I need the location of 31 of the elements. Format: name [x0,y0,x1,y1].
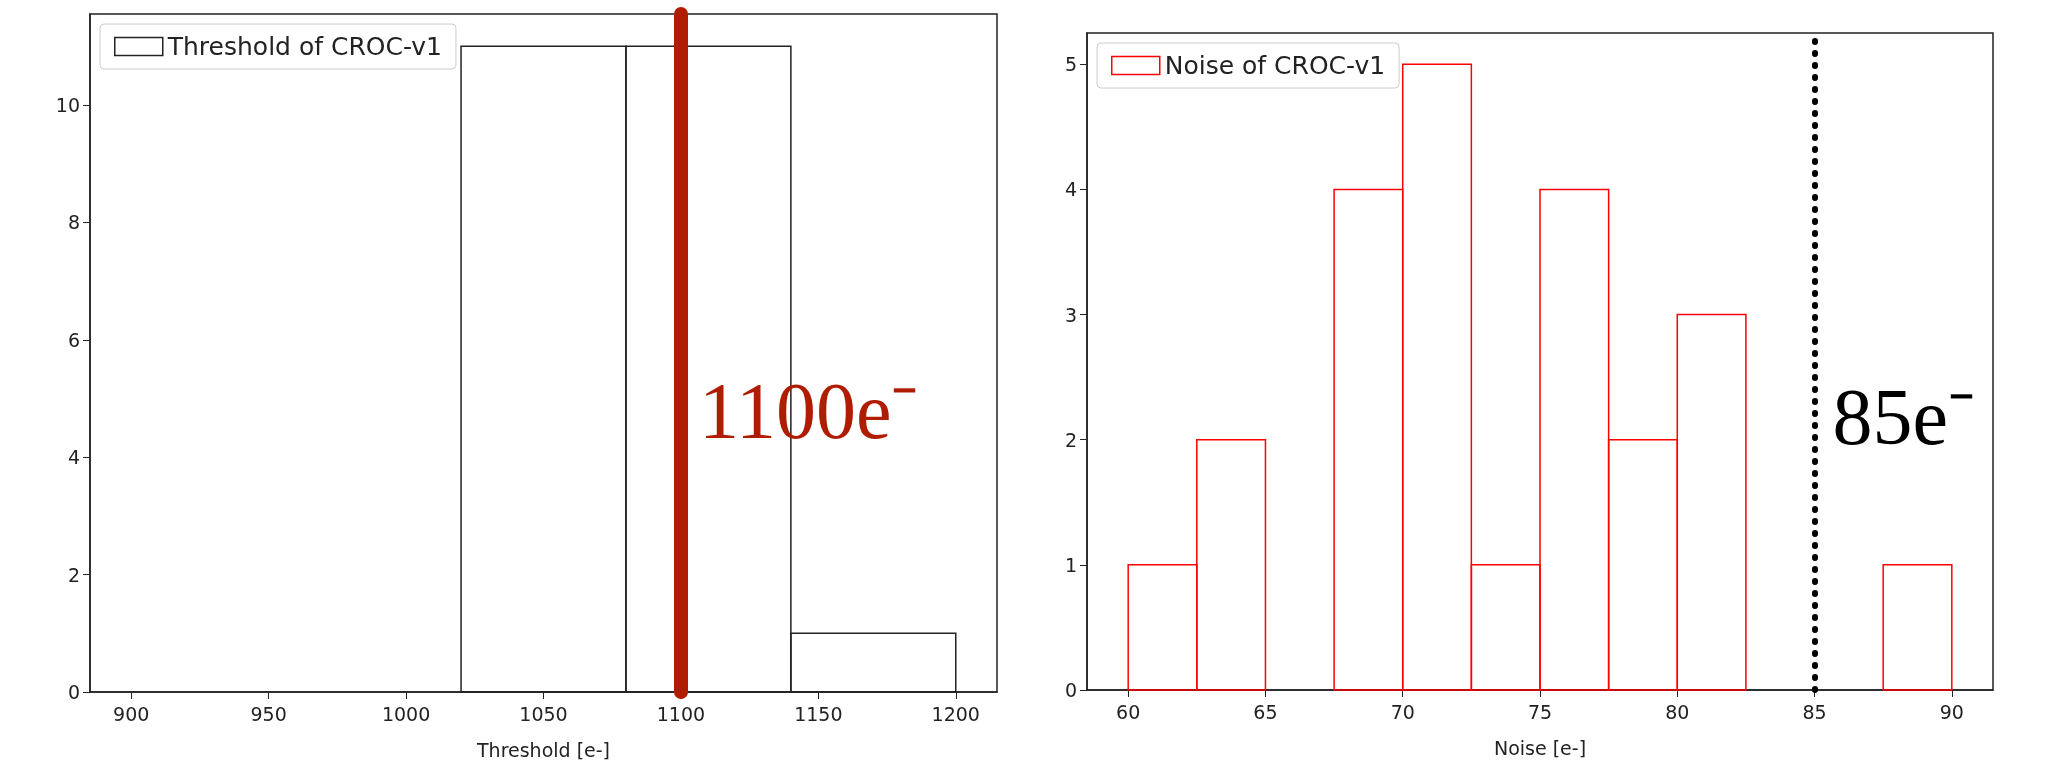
ref-line-label: 85e⁻ [1832,373,1976,462]
y-tick-label: 0 [1064,679,1077,701]
x-tick-label: 1100 [656,702,706,725]
x-tick-label: 60 [1116,700,1141,723]
x-tick-label: 1000 [381,702,431,725]
x-tick-label: 85 [1802,700,1827,723]
y-tick-label: 4 [67,446,80,469]
y-tick-label: 10 [55,93,80,116]
x-axis-title: Noise [e-] [1493,736,1587,759]
x-tick-label: 90 [1939,700,1964,723]
y-tick-label: 3 [1064,303,1077,326]
x-tick-label: 1050 [519,702,568,725]
x-tick-label: 75 [1527,700,1553,723]
x-axis-title: Threshold [e-] [475,738,611,761]
y-tick-label: 6 [67,328,80,351]
y-tick-label: 2 [67,563,80,586]
x-tick-label: 900 [113,702,150,725]
y-tick-label: 2 [1064,428,1077,451]
x-tick-label: 1200 [931,702,980,725]
x-tick-label: 950 [250,702,287,725]
y-tick-label: 1 [1064,553,1077,576]
x-tick-label: 80 [1665,700,1690,723]
y-tick-label: 0 [67,681,80,703]
x-tick-label: 70 [1390,700,1415,723]
x-tick-label: 1150 [794,702,843,725]
legend-label: Threshold of CROC-v1 [166,32,442,61]
legend-label: Noise of CROC-v1 [1164,51,1386,80]
y-tick-label: 4 [1064,178,1077,201]
x-tick-label: 65 [1253,700,1278,723]
y-tick-label: 8 [67,211,80,234]
y-tick-label: 5 [1064,53,1077,76]
